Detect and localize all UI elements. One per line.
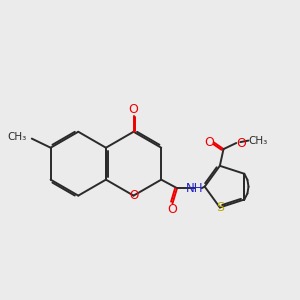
Text: CH₃: CH₃ <box>248 136 268 146</box>
Text: S: S <box>216 201 224 214</box>
Text: O: O <box>236 136 246 149</box>
Text: O: O <box>204 136 214 149</box>
Text: NH: NH <box>186 182 203 195</box>
Text: CH₃: CH₃ <box>7 132 26 142</box>
Text: O: O <box>129 189 138 202</box>
Text: O: O <box>167 203 177 216</box>
Text: O: O <box>129 103 139 116</box>
